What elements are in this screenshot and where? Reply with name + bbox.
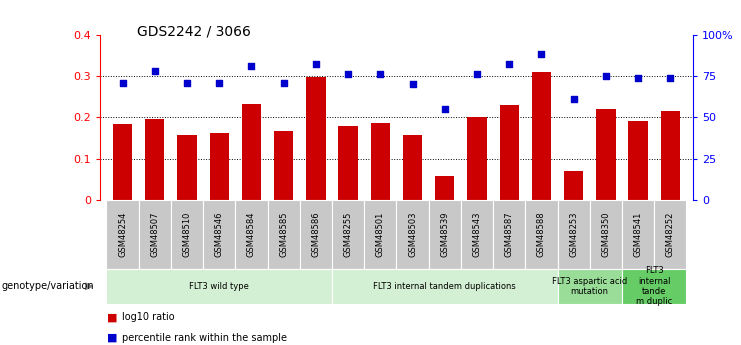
Point: [310, 61, 322, 67]
Text: FLT3 wild type: FLT3 wild type: [189, 282, 249, 291]
Point: [503, 61, 515, 67]
Point: [213, 80, 225, 85]
Point: [407, 81, 419, 87]
Point: [374, 71, 386, 77]
Text: FLT3
internal
tande
m duplic: FLT3 internal tande m duplic: [636, 266, 672, 306]
Bar: [113, 124, 132, 200]
Text: GDS2242 / 3066: GDS2242 / 3066: [137, 24, 251, 38]
Point: [536, 52, 548, 57]
Bar: [403, 135, 422, 200]
Bar: [242, 104, 261, 200]
Bar: [597, 109, 616, 200]
Point: [245, 63, 257, 69]
Point: [665, 75, 677, 80]
Text: ■: ■: [107, 333, 118, 343]
Bar: [306, 77, 325, 200]
Text: GSM48587: GSM48587: [505, 212, 514, 257]
Text: GSM48253: GSM48253: [569, 212, 578, 257]
Point: [632, 75, 644, 80]
Text: GSM48254: GSM48254: [118, 212, 127, 257]
Bar: [145, 119, 165, 200]
Text: GSM48507: GSM48507: [150, 212, 159, 257]
Bar: [628, 121, 648, 200]
Text: ■: ■: [107, 313, 118, 322]
Text: GSM48541: GSM48541: [634, 212, 642, 257]
Text: GSM48510: GSM48510: [182, 212, 191, 257]
Text: GSM48588: GSM48588: [537, 212, 546, 257]
Text: GSM48501: GSM48501: [376, 212, 385, 257]
Text: log10 ratio: log10 ratio: [122, 313, 175, 322]
Bar: [339, 126, 358, 200]
Bar: [274, 130, 293, 200]
Text: GSM48255: GSM48255: [344, 212, 353, 257]
Text: GSM48585: GSM48585: [279, 212, 288, 257]
Point: [600, 73, 612, 79]
Point: [471, 71, 483, 77]
Bar: [370, 123, 390, 200]
Bar: [468, 117, 487, 200]
Point: [149, 68, 161, 74]
Text: GSM48252: GSM48252: [665, 212, 675, 257]
Text: GSM48350: GSM48350: [602, 212, 611, 257]
Text: genotype/variation: genotype/variation: [1, 282, 94, 291]
Text: GSM48543: GSM48543: [473, 212, 482, 257]
Point: [342, 71, 354, 77]
Text: FLT3 aspartic acid
mutation: FLT3 aspartic acid mutation: [552, 277, 628, 296]
Text: GSM48539: GSM48539: [440, 212, 449, 257]
Text: FLT3 internal tandem duplications: FLT3 internal tandem duplications: [373, 282, 516, 291]
Point: [439, 106, 451, 112]
Bar: [532, 72, 551, 200]
Point: [568, 96, 579, 102]
Bar: [210, 133, 229, 200]
Bar: [177, 135, 196, 200]
Text: GSM48584: GSM48584: [247, 212, 256, 257]
Text: GSM48546: GSM48546: [215, 212, 224, 257]
Bar: [564, 171, 583, 200]
Point: [278, 80, 290, 85]
Bar: [661, 111, 680, 200]
Bar: [435, 176, 454, 200]
Text: GSM48503: GSM48503: [408, 212, 417, 257]
Bar: [499, 105, 519, 200]
Point: [181, 80, 193, 85]
Text: GSM48586: GSM48586: [311, 212, 320, 257]
Point: [116, 80, 128, 85]
Text: percentile rank within the sample: percentile rank within the sample: [122, 333, 288, 343]
